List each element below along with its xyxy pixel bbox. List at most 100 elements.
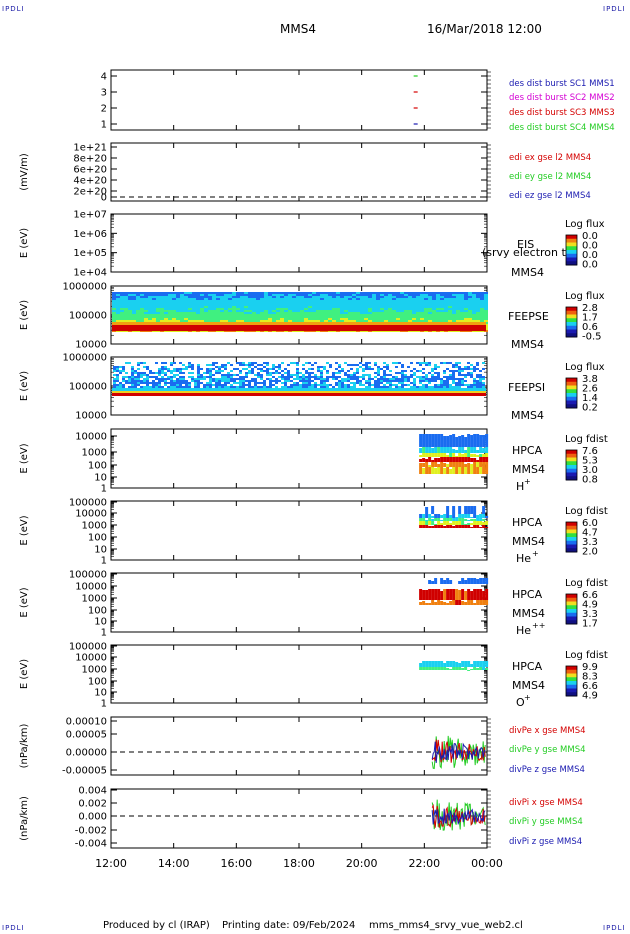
spectrogram-cell bbox=[164, 382, 167, 384]
spectrogram-cell bbox=[424, 298, 428, 300]
spectrogram-cell bbox=[161, 380, 164, 382]
spectrogram-cell bbox=[424, 292, 428, 294]
spectrogram-cell bbox=[404, 318, 408, 320]
spectrogram-cell bbox=[458, 368, 461, 370]
spectrogram-cell bbox=[260, 316, 264, 318]
spectrogram-cell bbox=[352, 298, 356, 300]
spectrogram-cell bbox=[432, 302, 436, 304]
spectrogram-cell bbox=[425, 376, 428, 378]
spectrogram-cell bbox=[372, 306, 376, 308]
spacecraft-label: MMS4 bbox=[511, 409, 544, 422]
spectrogram-cell bbox=[428, 453, 432, 457]
spectrogram-cell bbox=[376, 312, 380, 314]
spectrogram-cell bbox=[120, 316, 124, 318]
spectrogram-cell bbox=[472, 310, 476, 312]
spectrogram-cell bbox=[305, 384, 308, 386]
spectrogram-cell bbox=[280, 304, 284, 306]
spectrogram-cell bbox=[371, 378, 374, 380]
spectrogram-cell bbox=[384, 310, 388, 312]
spectrogram-cell bbox=[356, 372, 359, 374]
spectrogram-cell bbox=[136, 314, 140, 316]
spectrogram-cell bbox=[300, 300, 304, 302]
spectrogram-cell bbox=[260, 296, 264, 298]
spectrogram-cell bbox=[464, 314, 468, 316]
spectrogram-cell bbox=[317, 368, 320, 370]
spectrogram-cell bbox=[470, 669, 474, 670]
spectrogram-cell bbox=[302, 384, 305, 386]
spectrogram-cell bbox=[269, 378, 272, 380]
spectrogram-cell bbox=[440, 306, 444, 308]
spectrogram-cell bbox=[444, 300, 448, 302]
y-tick-label: 1 bbox=[101, 120, 107, 131]
spectrogram-cell bbox=[132, 314, 136, 316]
spectrogram-cell bbox=[446, 578, 450, 584]
y-tick-label: 1e+06 bbox=[73, 229, 107, 240]
spectrogram-cell bbox=[119, 372, 122, 374]
spectrogram-cell bbox=[156, 318, 160, 320]
spectrogram-cell bbox=[434, 667, 438, 670]
species-label: H bbox=[516, 480, 524, 493]
spectrogram-cell bbox=[296, 374, 299, 376]
spectrogram-cell bbox=[392, 378, 395, 380]
spectrogram-cell bbox=[239, 364, 242, 366]
spectrogram-cell bbox=[120, 300, 124, 302]
spectrogram-cell bbox=[256, 312, 260, 314]
spectrogram-cell bbox=[344, 312, 348, 314]
spectrogram-cell bbox=[257, 382, 260, 384]
spectrogram-cell bbox=[348, 316, 352, 318]
spectrogram-cell bbox=[422, 434, 426, 447]
spectrogram-cell bbox=[400, 306, 404, 308]
spectrogram-cell bbox=[212, 368, 215, 370]
spectrogram-cell bbox=[437, 518, 441, 521]
spectrogram-cell bbox=[220, 308, 224, 310]
colorbar-segment bbox=[566, 314, 577, 319]
spectrogram-cell bbox=[292, 306, 296, 308]
spectrogram-cell bbox=[467, 670, 471, 671]
spectrogram-cell bbox=[215, 382, 218, 384]
spectrogram-cell bbox=[449, 374, 452, 376]
spectrogram-cell bbox=[479, 667, 483, 670]
spectrogram-cell bbox=[368, 316, 372, 318]
colorbar-segment bbox=[566, 472, 577, 477]
spectrogram-cell bbox=[248, 314, 252, 316]
spectrogram-cell bbox=[260, 318, 264, 320]
spectrogram-cell bbox=[244, 304, 248, 306]
spectrogram-cell bbox=[316, 294, 320, 296]
colorbar-label: 5.3 bbox=[582, 456, 598, 467]
spectrogram-cell bbox=[408, 320, 412, 322]
spectrogram-cell bbox=[212, 380, 215, 382]
spectrogram-cell bbox=[239, 370, 242, 372]
spectrogram-cell bbox=[449, 469, 453, 474]
spectrogram-cell bbox=[455, 457, 459, 462]
spectrogram-cell bbox=[116, 294, 120, 296]
spectrogram-cell bbox=[164, 380, 167, 382]
spectrogram-cell bbox=[479, 435, 483, 447]
spectrogram-cell bbox=[180, 296, 184, 298]
spectrogram-cell bbox=[292, 304, 296, 306]
spectrogram-cell bbox=[395, 362, 398, 364]
spectrogram-cell bbox=[440, 384, 443, 386]
spectrogram-cell bbox=[388, 304, 392, 306]
spectrogram-cell bbox=[420, 318, 424, 320]
spectrogram-cell bbox=[464, 437, 468, 447]
legend-entry: divPi x gse MMS4 bbox=[509, 798, 583, 808]
spectrogram-cell bbox=[473, 462, 477, 467]
spectrogram-cell bbox=[440, 457, 444, 462]
spectrogram-cell bbox=[266, 364, 269, 366]
spectrogram-cell bbox=[170, 362, 173, 364]
spectrogram-cell bbox=[386, 386, 389, 388]
spectrogram-cell bbox=[449, 384, 452, 386]
spectrogram-cell bbox=[344, 378, 347, 380]
spectrogram-cell bbox=[208, 312, 212, 314]
spectrogram-cell bbox=[188, 314, 192, 316]
spectrogram-cell bbox=[284, 304, 288, 306]
colorbar-frame bbox=[565, 449, 578, 481]
spectrogram-cell bbox=[144, 298, 148, 300]
spectrogram-cell bbox=[308, 316, 312, 318]
spectrogram-cell bbox=[434, 378, 437, 380]
spectrogram-cell bbox=[446, 506, 450, 514]
spectrogram-cell bbox=[362, 384, 365, 386]
spectrogram-cell bbox=[288, 318, 292, 320]
colorbar-segment bbox=[566, 385, 577, 390]
